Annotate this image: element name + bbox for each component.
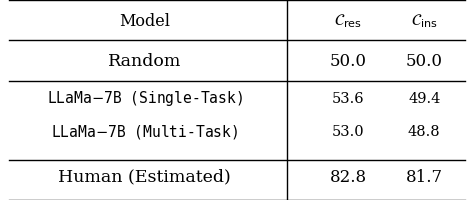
Text: 49.4: 49.4: [408, 92, 440, 106]
Text: Model: Model: [119, 12, 170, 29]
Text: LLaMa$-$7B (Single-Task): LLaMa$-$7B (Single-Task): [46, 90, 243, 108]
Text: Random: Random: [108, 52, 181, 70]
Text: 53.0: 53.0: [332, 125, 365, 139]
Text: 53.6: 53.6: [332, 92, 365, 106]
Text: 50.0: 50.0: [406, 52, 443, 70]
Text: Human (Estimated): Human (Estimated): [58, 168, 231, 186]
Text: 81.7: 81.7: [406, 168, 443, 186]
Text: $\mathcal{C}_{\mathrm{ins}}$: $\mathcal{C}_{\mathrm{ins}}$: [411, 12, 438, 30]
Text: 50.0: 50.0: [330, 52, 367, 70]
Text: $\mathcal{C}_{\mathrm{res}}$: $\mathcal{C}_{\mathrm{res}}$: [334, 12, 363, 30]
Text: 82.8: 82.8: [330, 168, 367, 186]
Text: 48.8: 48.8: [408, 125, 440, 139]
Text: LLaMa$-$7B (Multi-Task): LLaMa$-$7B (Multi-Task): [51, 123, 238, 141]
